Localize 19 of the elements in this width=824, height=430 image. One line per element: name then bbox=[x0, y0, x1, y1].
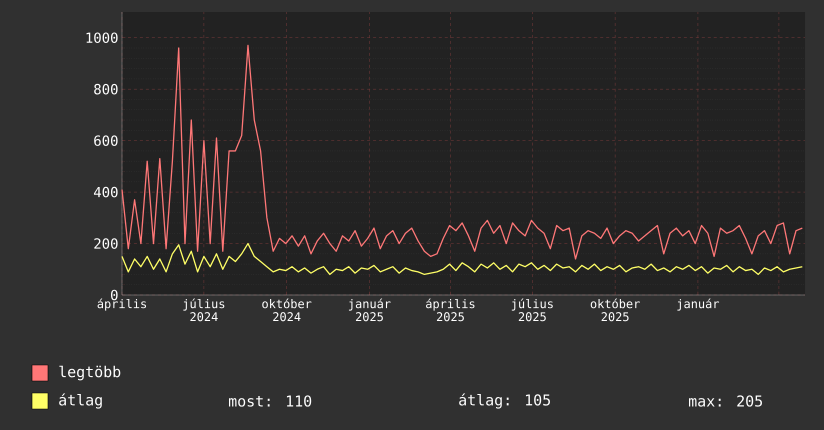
y-tick-label: 1000 bbox=[86, 32, 118, 44]
text: most: 110 bbox=[229, 395, 312, 407]
x-tick-label: január 2025 bbox=[348, 298, 391, 322]
text: max: 205 bbox=[689, 395, 762, 407]
legend-label: átlag bbox=[59, 393, 102, 409]
x-tick-label: április 2025 bbox=[426, 298, 474, 322]
y-tick-label: 600 bbox=[94, 135, 118, 146]
x-tick-label: október 2024 bbox=[262, 298, 312, 322]
x-tick-label: július 2024 bbox=[183, 298, 224, 322]
y-tick-label: 400 bbox=[94, 186, 118, 198]
x-tick-label: január bbox=[677, 298, 720, 311]
x-tick-label: április bbox=[98, 298, 146, 311]
text: átlag: 105 bbox=[459, 393, 550, 409]
y-tick-label: 200 bbox=[94, 238, 118, 249]
y-tick-label: 0 bbox=[110, 290, 118, 300]
legend-label: legtöbb bbox=[59, 366, 120, 380]
y-tick-label: 800 bbox=[94, 84, 118, 94]
x-tick-label: július 2025 bbox=[512, 298, 553, 322]
x-tick-label: október 2025 bbox=[590, 298, 640, 322]
